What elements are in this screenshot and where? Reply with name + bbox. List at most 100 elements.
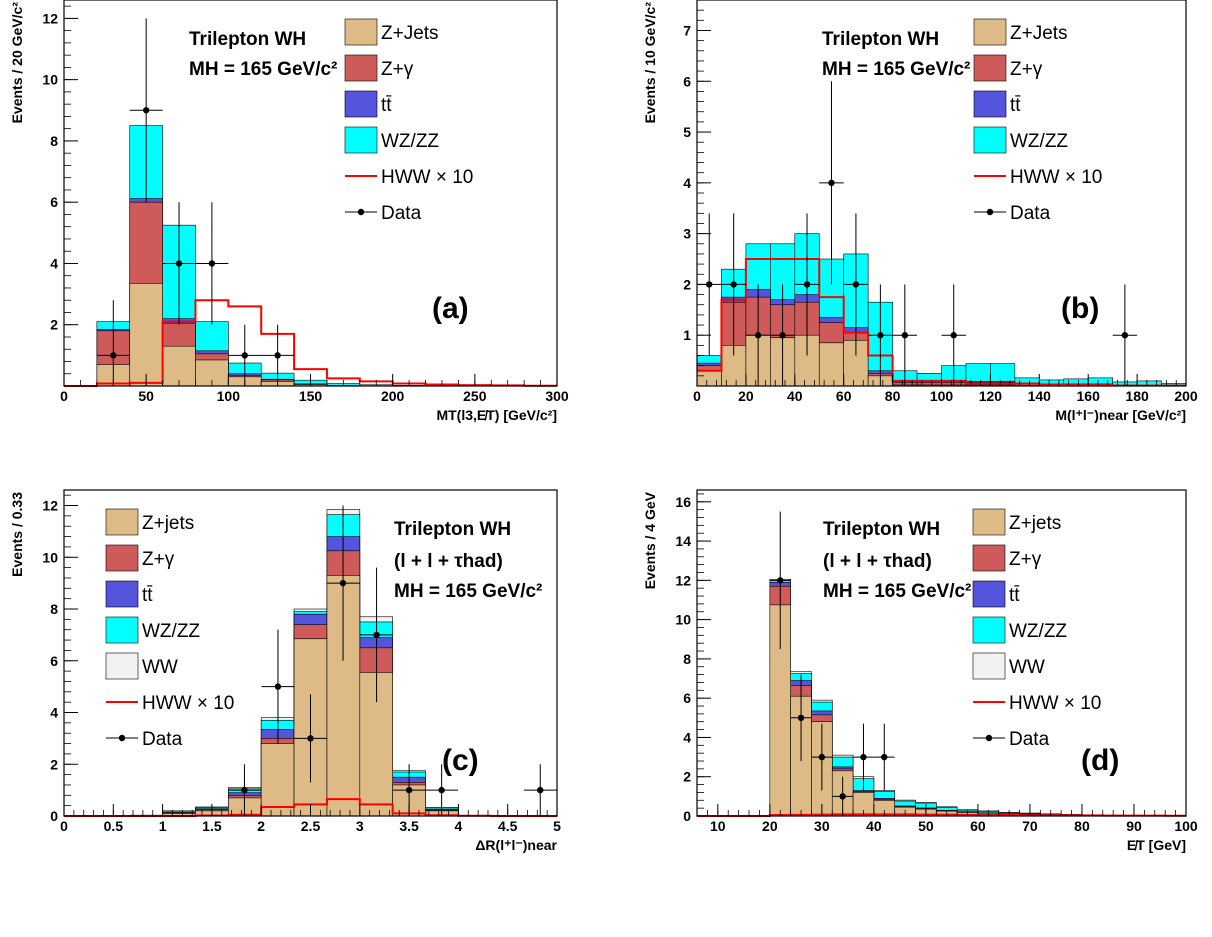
ytick-label-b-5: 6 (683, 73, 691, 89)
legend-item-c-0: Z+jets (105, 508, 194, 536)
ytick-label-b-2: 3 (683, 226, 691, 242)
xtick-label-b-1: 20 (738, 388, 754, 404)
legend-item-c-1: Z+γ (105, 544, 175, 572)
xtick-label-c-4: 2 (257, 818, 265, 834)
legend-label-d-6: Data (1009, 729, 1050, 750)
ytick-label-d-5: 10 (675, 612, 691, 628)
xtick-label-a-0: 0 (60, 388, 68, 404)
panel-label-d: (d) (1081, 744, 1119, 777)
xtick-label-d-8: 90 (1126, 818, 1142, 834)
xtick-label-b-4: 80 (885, 388, 901, 404)
xtick-label-c-1: 0.5 (104, 818, 124, 834)
title-a: Trilepton WH (189, 29, 306, 50)
ytick-label-c-3: 6 (50, 653, 58, 669)
xtick-label-c-3: 1.5 (202, 818, 222, 834)
data-point-d-2 (811, 723, 833, 791)
legend-item-b-5: Data (974, 203, 1051, 224)
frame-d (696, 489, 1187, 817)
legend-label-a-1: Z+γ (381, 59, 414, 80)
subtitle-d: (l + l + τhad) (823, 551, 932, 572)
legend-label-c-3: WZ/ZZ (142, 621, 200, 642)
panel-label-b: (b) (1061, 292, 1099, 325)
mass-label-d: MH = 165 GeV/c² (823, 581, 971, 602)
legend-item-d-3: WZ/ZZ (972, 616, 1067, 644)
legend-item-a-5: Data (345, 203, 422, 224)
bar-b-zjets-5 (818, 342, 845, 387)
ytick-label-b-3: 4 (683, 175, 691, 191)
ytick-label-d-7: 14 (675, 533, 691, 549)
xtick-label-a-1: 50 (138, 388, 154, 404)
legend-label-b-1: Z+γ (1010, 59, 1043, 80)
xtick-label-b-7: 140 (1028, 388, 1052, 404)
xtick-label-a-6: 300 (545, 388, 569, 404)
ytick-label-b-6: 7 (683, 22, 691, 38)
bar-b-zjets-0 (696, 370, 722, 387)
ytick-label-c-2: 4 (50, 705, 58, 721)
bar-c-zjets-6 (260, 743, 295, 817)
legend-item-a-2: tt̄ (344, 90, 392, 118)
ytick-label-d-0: 0 (683, 808, 691, 824)
ytick-label-d-8: 16 (675, 494, 691, 510)
legend-label-c-4: WW (142, 657, 178, 678)
xtick-label-a-3: 150 (299, 388, 323, 404)
ytick-label-c-0: 0 (50, 808, 58, 824)
xtick-label-c-2: 1 (159, 818, 167, 834)
title-d: Trilepton WH (823, 519, 940, 540)
panel-label-a: (a) (432, 292, 469, 325)
bar-a-zjets-3 (162, 345, 196, 387)
data-point-a-2 (162, 202, 196, 325)
xtick-label-c-9: 4.5 (498, 818, 518, 834)
ytick-label-a-1: 4 (50, 255, 58, 271)
data-point-d-3 (832, 776, 854, 816)
mass-label-b: MH = 165 GeV/c² (822, 59, 970, 80)
ytick-label-d-1: 2 (683, 769, 691, 785)
legend-label-a-2: tt̄ (381, 95, 392, 116)
ylabel-a: Events / 20 GeV/c² (9, 2, 25, 124)
ylabel-b: Events / 10 GeV/c² (642, 2, 658, 124)
data-point-d-0 (769, 511, 791, 650)
legend-item-d-6: Data (973, 729, 1050, 750)
legend-item-d-5: HWW × 10 (973, 693, 1101, 714)
legend-item-c-2: tt̄ (105, 580, 153, 608)
legend-item-a-3: WZ/ZZ (344, 126, 439, 154)
data-point-a-4 (228, 324, 262, 386)
xlabel-c: ΔR(l⁺l⁻)near (475, 837, 557, 853)
legend-label-b-5: Data (1010, 203, 1051, 224)
legend-item-a-4: HWW × 10 (345, 167, 473, 188)
legend-item-b-0: Z+Jets (973, 18, 1068, 46)
ylabel-d: Events / 4 GeV (642, 491, 658, 589)
ytick-label-c-6: 12 (42, 498, 58, 514)
data-point-c-2 (294, 694, 327, 783)
data-point-b-10 (1112, 284, 1138, 386)
data-point-b-2 (745, 284, 771, 386)
legend-label-b-0: Z+Jets (1010, 23, 1068, 44)
ytick-label-c-1: 2 (50, 756, 58, 772)
legend-label-a-0: Z+Jets (381, 23, 439, 44)
ytick-label-b-4: 5 (683, 124, 691, 140)
panel-label-c: (c) (442, 744, 479, 777)
legend-label-c-2: tt̄ (142, 585, 153, 606)
legend-label-d-4: WW (1009, 657, 1045, 678)
panel-b: 0 20 40 60 80 100 120 140 160 180 200 1 2 3 4 5 6 7 M(l⁺l⁻… (642, 0, 1198, 423)
title-b: Trilepton WH (822, 29, 939, 50)
legend-item-b-4: HWW × 10 (974, 167, 1102, 188)
legend-label-d-1: Z+γ (1009, 549, 1042, 570)
mass-label-a: MH = 165 GeV/c² (189, 59, 337, 80)
ytick-label-a-4: 10 (42, 72, 58, 88)
data-point-b-3 (770, 284, 795, 386)
xtick-label-b-6: 120 (979, 388, 1003, 404)
xtick-label-c-7: 3.5 (399, 818, 419, 834)
legend-item-d-0: Z+jets (972, 508, 1061, 536)
data-point-d-1 (790, 674, 812, 762)
xtick-label-c-0: 0 (60, 818, 68, 834)
data-point-b-8 (892, 284, 918, 386)
data-point-c-0 (228, 764, 261, 816)
xtick-label-d-6: 70 (1022, 818, 1038, 834)
legend-label-a-5: Data (381, 203, 422, 224)
ytick-label-c-4: 8 (50, 601, 58, 617)
data-point-c-3 (326, 505, 360, 661)
data-point-b-1 (721, 213, 746, 356)
legend-item-c-3: WZ/ZZ (105, 616, 200, 644)
xtick-label-d-7: 80 (1074, 818, 1090, 834)
ytick-label-a-3: 8 (50, 133, 58, 149)
